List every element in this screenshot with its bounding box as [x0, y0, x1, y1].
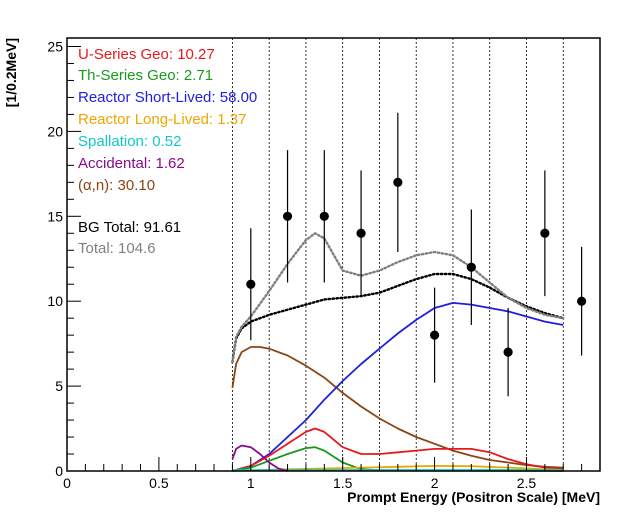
legend-entry-7: BG Total: 91.61	[78, 219, 181, 236]
series-lines	[231, 232, 565, 472]
legend: U-Series Geo: 10.27 Th-Series Geo: 2.71 Re…	[78, 46, 257, 257]
series-line-7	[231, 272, 565, 364]
y-tick-label-5: 25	[47, 38, 63, 54]
data-point-7	[503, 347, 513, 357]
x-tick-label-1: 0.5	[149, 475, 169, 491]
series-line-2	[232, 427, 564, 472]
legend-entry-8: Total: 104.6	[78, 240, 156, 257]
legend-entry-6: (α,n): 30.10	[78, 177, 155, 194]
series-line-8	[231, 232, 565, 364]
data-point-8	[540, 228, 550, 238]
y-axis-title: [1/0.2MeV]	[3, 38, 19, 107]
data-point-3	[356, 228, 366, 238]
x-tick-label-0: 0	[63, 475, 71, 491]
data-point-4	[393, 177, 403, 187]
x-axis-title: Prompt Energy (Positron Scale) [MeV]	[347, 489, 600, 505]
plot-frame	[66, 37, 601, 472]
x-tick-label-5: 2.5	[517, 475, 537, 491]
legend-entry-0: U-Series Geo: 10.27	[78, 46, 215, 63]
legend-entry-4: Spallation: 0.52	[78, 133, 181, 150]
y-tick-label-2: 10	[47, 293, 63, 309]
legend-entry-5: Accidental: 1.62	[78, 155, 185, 172]
data-point-5	[429, 330, 440, 340]
data-point-1	[282, 211, 293, 221]
x-tick-label-2: 1	[247, 475, 255, 491]
data-point-9	[577, 296, 587, 306]
data-point-0	[246, 279, 256, 289]
y-tick-label-1: 5	[55, 378, 63, 394]
series-line-6	[231, 444, 288, 472]
bin-edge-lines	[232, 38, 564, 471]
y-tick-label-4: 20	[47, 123, 63, 139]
data-point-2	[319, 211, 329, 221]
axis-ticks: 0 0.5 1 1.5 2 2.5 0 5 10 15 20 25	[47, 38, 601, 491]
legend-entry-2: Reactor Short-Lived: 58.00	[78, 89, 257, 106]
x-tick-label-3: 1.5	[333, 475, 353, 491]
legend-entry-3: Reactor Long-Lived: 1.37	[78, 111, 246, 128]
x-tick-label-4: 2	[431, 475, 439, 491]
legend-entry-1: Th-Series Geo: 2.71	[78, 67, 213, 84]
series-line-0	[231, 346, 564, 469]
data-point-6	[466, 262, 476, 272]
y-tick-label-0: 0	[55, 463, 63, 479]
series-line-1	[232, 301, 564, 472]
y-tick-label-3: 15	[47, 208, 63, 224]
data-points	[246, 112, 587, 397]
